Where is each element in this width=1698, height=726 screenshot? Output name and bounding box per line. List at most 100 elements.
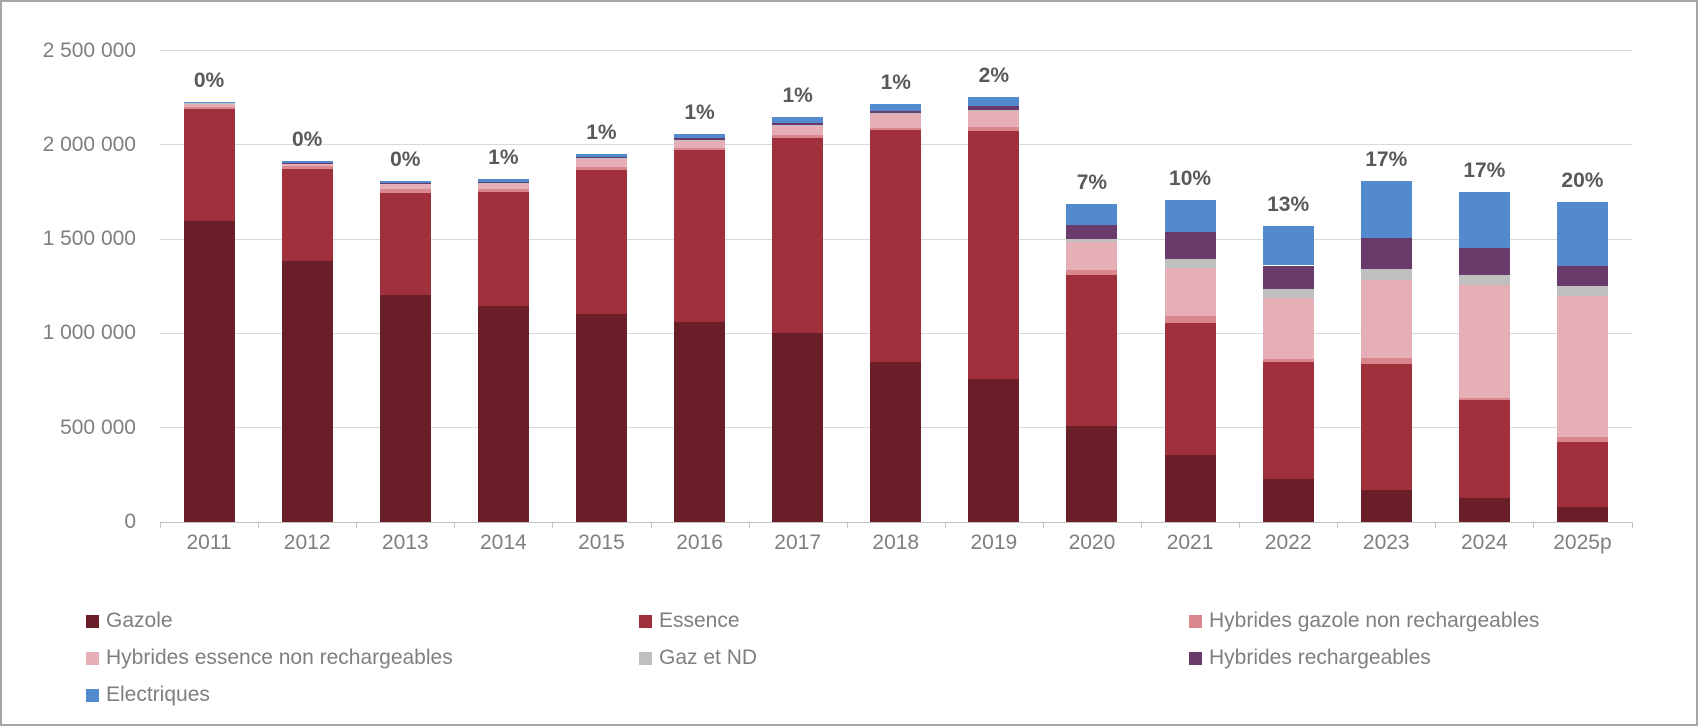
x-axis-category-label-2018: 2018 <box>872 531 920 554</box>
x-axis-category-label-2012: 2012 <box>283 531 331 554</box>
bar-segment-electriques-2016 <box>674 134 726 139</box>
x-axis-tick-mark <box>1533 522 1535 528</box>
bar-segment-hybrides-essence-non-rechargeables-2013 <box>379 183 431 189</box>
legend-swatch-icon <box>639 651 652 665</box>
bar-segment-hybrides-gazole-non-rechargeables-2020 <box>1066 269 1118 276</box>
legend-label: Electriques <box>106 683 210 706</box>
legend-swatch-icon <box>86 614 99 628</box>
bar-segment-hybrides-essence-non-rechargeables-2014 <box>477 183 529 190</box>
x-axis-category-label-2020: 2020 <box>1068 531 1116 554</box>
x-axis-category-label-2011: 2011 <box>186 531 232 554</box>
legend-label: Gazole <box>106 609 173 632</box>
bar-segment-hybrides-gazole-non-rechargeables-2016 <box>674 147 726 151</box>
bar-segment-gazole-2020 <box>1066 426 1118 522</box>
legend-label: Essence <box>659 609 740 632</box>
x-axis-category-label-2022: 2022 <box>1264 531 1312 554</box>
x-axis-tick-mark <box>944 522 946 528</box>
x-axis-category-label-2015: 2015 <box>578 531 625 554</box>
bar-segment-hybrides-essence-non-rechargeables-2018 <box>870 114 922 128</box>
bar-segment-hybrides-rechargeables-2016 <box>674 138 726 140</box>
bar-segment-gazole-2017 <box>772 332 824 522</box>
bar-percent-label-2014: 1% <box>488 145 519 169</box>
bar-segment-gaz-et-nd-2013 <box>379 183 431 184</box>
y-axis-tick-label: 2 000 000 <box>42 132 136 156</box>
bar-segment-essence-2025p <box>1556 442 1608 508</box>
bar-segment-essence-2020 <box>1066 275 1118 426</box>
bar-segment-electriques-2025p <box>1556 202 1608 267</box>
bar-segment-gazole-2011 <box>183 220 235 522</box>
bar-segment-hybrides-essence-non-rechargeables-2021 <box>1164 267 1216 317</box>
legend-item-hybrides-rechargeables: Hybrides rechargeables <box>1189 647 1431 669</box>
bar-segment-hybrides-gazole-non-rechargeables-2014 <box>477 189 529 192</box>
bar-percent-label-2017: 1% <box>782 84 813 108</box>
bar-segment-gaz-et-nd-2022 <box>1262 288 1314 298</box>
bar-segment-hybrides-essence-non-rechargeables-2023 <box>1360 279 1412 359</box>
bar-segment-gazole-2021 <box>1164 455 1216 522</box>
bar-segment-gaz-et-nd-2018 <box>870 113 922 115</box>
bar-segment-hybrides-rechargeables-2021 <box>1164 232 1216 259</box>
bar-segment-hybrides-gazole-non-rechargeables-2023 <box>1360 358 1412 364</box>
bar-segment-hybrides-rechargeables-2019 <box>968 105 1020 110</box>
x-axis-tick-mark <box>258 522 260 528</box>
x-axis-category-label-2013: 2013 <box>381 531 429 554</box>
bar-segment-gaz-et-nd-2016 <box>674 139 726 141</box>
bar-segment-hybrides-rechargeables-2025p <box>1556 266 1608 287</box>
bar-segment-hybrides-essence-non-rechargeables-2025p <box>1556 296 1608 437</box>
bar-segment-hybrides-gazole-non-rechargeables-2017 <box>772 135 824 138</box>
legend-item-hybrides-gazole-non-rechargeables: Hybrides gazole non rechargeables <box>1189 610 1539 632</box>
x-axis-line <box>160 521 1632 523</box>
legend-swatch-icon <box>1189 651 1202 665</box>
bar-segment-gazole-2014 <box>477 306 529 522</box>
bar-segment-hybrides-rechargeables-2015 <box>575 157 627 159</box>
bar-segment-hybrides-rechargeables-2014 <box>477 181 529 183</box>
x-axis-tick-mark <box>748 522 750 528</box>
x-axis-category-label-2014: 2014 <box>479 531 527 554</box>
bar-segment-gazole-2013 <box>379 294 431 522</box>
bar-segment-electriques-2018 <box>870 103 922 111</box>
x-axis-category-label-2019: 2019 <box>970 531 1018 554</box>
bar-segment-hybrides-gazole-non-rechargeables-2019 <box>968 127 1020 131</box>
x-axis-category-label-2025p: 2025p <box>1553 531 1612 554</box>
bar-percent-label-2012: 0% <box>291 128 323 152</box>
bar-segment-electriques-2012 <box>281 161 333 163</box>
bar-segment-gazole-2015 <box>575 313 627 522</box>
legend-item-hybrides-essence-non-rechargeables: Hybrides essence non rechargeables <box>86 647 453 669</box>
bar-segment-essence-2018 <box>870 130 922 363</box>
bar-segment-hybrides-essence-non-rechargeables-2022 <box>1262 297 1314 359</box>
bar-segment-essence-2017 <box>772 137 824 333</box>
x-axis-tick-mark <box>160 522 161 528</box>
bar-segment-hybrides-gazole-non-rechargeables-2024 <box>1458 397 1510 400</box>
bar-segment-gaz-et-nd-2021 <box>1164 258 1216 268</box>
legend-swatch-icon <box>639 614 652 628</box>
bar-segment-gaz-et-nd-2025p <box>1556 286 1608 297</box>
legend-label: Hybrides essence non rechargeables <box>106 646 453 669</box>
bar-segment-hybrides-essence-non-rechargeables-2015 <box>575 158 627 167</box>
legend-item-electriques: Electriques <box>86 684 210 706</box>
bar-segment-hybrides-gazole-non-rechargeables-2011 <box>183 107 235 109</box>
bar-segment-essence-2015 <box>575 169 627 314</box>
bar-segment-hybrides-gazole-non-rechargeables-2021 <box>1164 316 1216 324</box>
x-axis-category-label-2023: 2023 <box>1362 531 1410 554</box>
x-axis-category-label-2016: 2016 <box>676 531 723 554</box>
bar-segment-electriques-2013 <box>379 181 431 183</box>
bar-segment-essence-2023 <box>1360 363 1412 491</box>
x-axis-tick-mark <box>356 522 358 528</box>
bar-segment-essence-2016 <box>674 150 726 323</box>
bar-percent-label-2020: 7% <box>1076 171 1108 195</box>
legend-item-essence: Essence <box>639 610 740 632</box>
y-axis-tick-label: 500 000 <box>60 415 136 439</box>
bar-segment-hybrides-essence-non-rechargeables-2012 <box>281 163 333 167</box>
bar-segment-hybrides-rechargeables-2018 <box>870 110 922 114</box>
bar-segment-electriques-2017 <box>772 117 824 123</box>
x-axis-tick-mark <box>454 522 456 528</box>
bar-segment-essence-2024 <box>1458 399 1510 499</box>
legend-swatch-icon <box>1189 614 1202 628</box>
bar-segment-hybrides-essence-non-rechargeables-2024 <box>1458 285 1510 398</box>
bar-segment-gazole-2022 <box>1262 478 1314 522</box>
bar-segment-hybrides-essence-non-rechargeables-2016 <box>674 140 726 148</box>
bar-segment-hybrides-gazole-non-rechargeables-2025p <box>1556 436 1608 443</box>
bar-percent-label-2019: 2% <box>978 64 1010 88</box>
bar-segment-essence-2011 <box>183 108 235 221</box>
bar-segment-electriques-2020 <box>1066 204 1118 226</box>
